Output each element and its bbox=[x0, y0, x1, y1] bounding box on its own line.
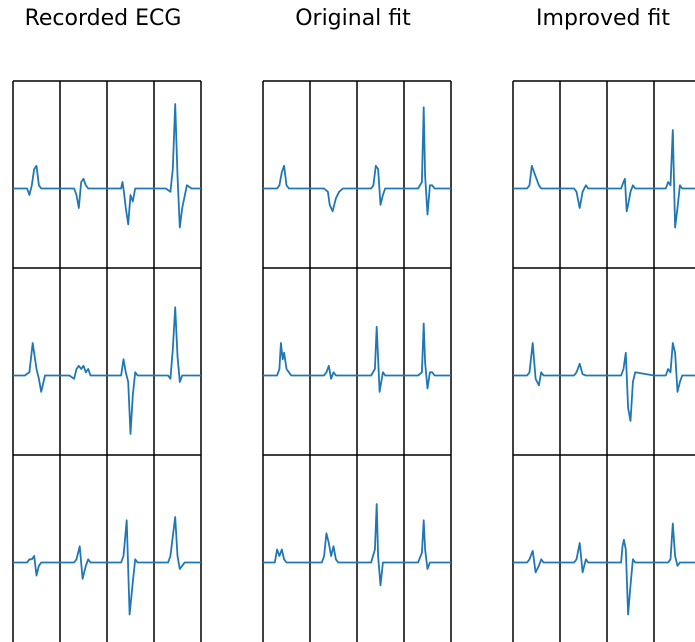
ecg-trace-10 bbox=[560, 542, 607, 574]
ecg-trace-2 bbox=[310, 187, 357, 213]
ecg-trace-9 bbox=[263, 548, 310, 564]
ecg-trace-2 bbox=[560, 184, 607, 209]
ecg-trace-7 bbox=[357, 325, 404, 393]
ecg-trace-4 bbox=[154, 103, 201, 229]
ecg-trace-6 bbox=[60, 364, 107, 380]
ecg-trace-10 bbox=[310, 532, 357, 564]
ecg-trace-6 bbox=[310, 364, 357, 380]
ecg-trace-8 bbox=[654, 342, 695, 393]
panel-original-fit bbox=[262, 80, 452, 642]
panel-title-original-fit: Original fit bbox=[295, 6, 411, 31]
ecg-trace-1 bbox=[513, 164, 560, 190]
panel-improved-fit bbox=[512, 80, 695, 642]
ecg-trace-8 bbox=[154, 306, 201, 383]
ecg-trace-5 bbox=[513, 342, 560, 387]
ecg-trace-9 bbox=[13, 555, 60, 577]
ecg-trace-3 bbox=[607, 177, 654, 213]
ecg-trace-5 bbox=[263, 342, 310, 377]
ecg-trace-11 bbox=[357, 503, 404, 587]
ecg-trace-3 bbox=[107, 181, 154, 226]
panel-title-recorded-ecg: Recorded ECG bbox=[24, 6, 182, 31]
ecg-trace-3 bbox=[357, 164, 404, 206]
ecg-trace-10 bbox=[60, 545, 107, 580]
panel-title-improved-fit: Improved fit bbox=[536, 6, 670, 31]
ecg-trace-6 bbox=[560, 362, 607, 377]
ecg-trace-12 bbox=[654, 522, 695, 567]
ecg-trace-12 bbox=[154, 516, 201, 570]
panel-recorded-ecg bbox=[12, 80, 202, 642]
ecg-trace-11 bbox=[107, 519, 154, 616]
ecg-trace-5 bbox=[13, 342, 60, 393]
ecg-trace-2 bbox=[60, 177, 107, 209]
ecg-trace-4 bbox=[654, 129, 695, 229]
ecg-trace-9 bbox=[513, 549, 560, 574]
ecg-trace-1 bbox=[263, 164, 310, 190]
ecg-trace-4 bbox=[404, 106, 451, 216]
ecg-trace-11 bbox=[607, 538, 654, 616]
ecg-trace-8 bbox=[404, 322, 451, 390]
ecg-trace-1 bbox=[13, 164, 60, 196]
ecg-trace-12 bbox=[404, 519, 451, 570]
ecg-trace-7 bbox=[607, 351, 655, 422]
ecg-trace-7 bbox=[107, 358, 154, 435]
